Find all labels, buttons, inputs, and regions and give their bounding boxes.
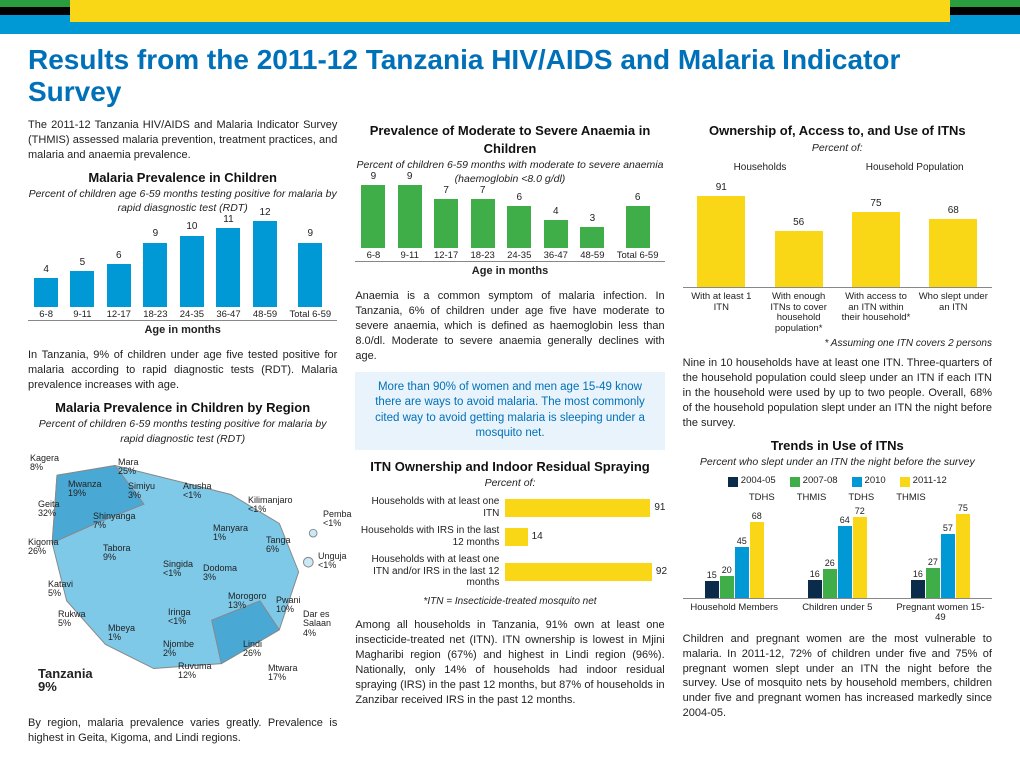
chart1-sub: Percent of children age 6-59 months test… [28,187,337,215]
column-middle: Prevalence of Moderate to Severe Anaemia… [355,118,664,751]
page-title: Results from the 2011-12 Tanzania HIV/AI… [28,44,992,108]
itn-note: * Assuming one ITN covers 2 persons [683,337,992,351]
trends-chart: 152045681626647216275775 [683,509,992,599]
trends-legend: 2004-052007-0820102011-12 [683,475,992,488]
flag-right [950,0,1020,22]
itn-own-sub: Percent of: [683,141,992,155]
column-right: Ownership of, Access to, and Use of ITNs… [683,118,992,751]
itn-irs-title: ITN Ownership and Indoor Residual Sprayi… [355,458,664,476]
col1-para1: In Tanzania, 9% of children under age fi… [28,348,337,393]
itn-footnote: *ITN = Insecticide-treated mosquito net [355,595,664,609]
itn-irs-sub: Percent of: [355,476,664,490]
intro-text: The 2011-12 Tanzania HIV/AIDS and Malari… [28,118,337,163]
anaemia-title: Prevalence of Moderate to Severe Anaemia… [355,122,664,157]
trends-title: Trends in Use of ITNs [683,437,992,455]
malaria-prevalence-chart: 46-859-11612-17918-231024-351136-471248-… [28,221,337,338]
col2-para1: Anaemia is a common symptom of malaria i… [355,289,664,363]
tanzania-map: Kagera8%Mara25%Mwanza19%Simiyu3%Arusha<1… [28,452,337,712]
column-left: The 2011-12 Tanzania HIV/AIDS and Malari… [28,118,337,751]
flag-left [0,0,70,22]
top-flag-band [0,0,1020,22]
itn-col-heads: Households Household Population [683,161,992,175]
col3-para1: Nine in 10 households have at least one … [683,356,992,430]
callout-box: More than 90% of women and men age 15-49… [355,372,664,450]
anaemia-chart: 96-899-11712-17718-23624-35436-47348-596… [355,192,664,279]
col3-para2: Children and pregnant women are the most… [683,632,992,721]
col2-para2: Among all households in Tanzania, 91% ow… [355,618,664,707]
blue-band [0,22,1020,34]
trends-sub: Percent who slept under an ITN the night… [683,455,992,469]
map-title: Malaria Prevalence in Children by Region [28,399,337,417]
chart1-title: Malaria Prevalence in Children [28,169,337,187]
col1-para2: By region, malaria prevalence varies gre… [28,716,337,746]
itn-irs-chart: Households with at least one ITN91Househ… [355,496,664,589]
itn-ownership-chart: 91567568 [683,178,992,288]
tz-label: Tanzania9% [38,667,93,694]
map-sub: Percent of children 6-59 months testing … [28,417,337,445]
itn-own-title: Ownership of, Access to, and Use of ITNs [683,122,992,140]
